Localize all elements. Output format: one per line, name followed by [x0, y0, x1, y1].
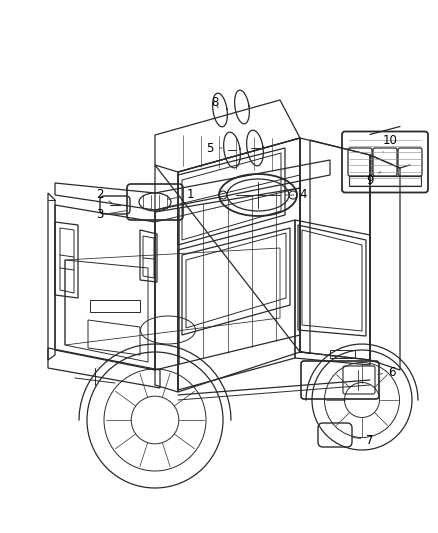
Text: 10: 10: [382, 133, 397, 152]
Text: 4: 4: [286, 189, 307, 201]
Text: 8: 8: [211, 96, 219, 109]
Text: 5: 5: [206, 141, 222, 155]
Bar: [330, 350, 355, 358]
Text: 3: 3: [96, 208, 127, 222]
Text: 2: 2: [96, 189, 113, 204]
Bar: [90, 300, 140, 312]
Bar: [349, 175, 421, 185]
Text: 6: 6: [378, 366, 396, 378]
Text: 1: 1: [168, 189, 194, 201]
Text: 9: 9: [366, 172, 381, 187]
Text: 7: 7: [353, 433, 374, 447]
